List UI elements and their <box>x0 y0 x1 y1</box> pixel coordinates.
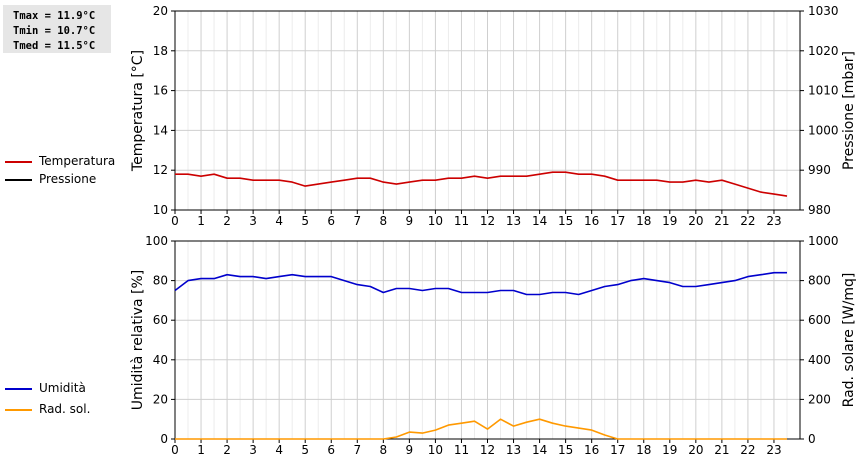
plot-frame <box>174 10 801 211</box>
stat-tmax: Tmax = 11.9°C <box>13 10 96 22</box>
x-tick-label: 19 <box>662 443 677 457</box>
x-tick-label: 22 <box>740 214 755 228</box>
y-axis-label: Umidità relativa [%] <box>130 270 146 411</box>
x-tick-label: 18 <box>636 214 651 228</box>
x-tick-label: 23 <box>766 214 781 228</box>
y-tick-label: 60 <box>153 313 168 327</box>
x-tick-label: 16 <box>584 214 599 228</box>
x-tick-label: 22 <box>740 443 755 457</box>
x-tick-label: 15 <box>558 214 573 228</box>
series-line-rad-sol- <box>175 418 787 440</box>
x-tick-label: 13 <box>506 214 521 228</box>
x-tick-label: 3 <box>249 214 257 228</box>
legend-label: Temperatura <box>39 154 116 168</box>
x-tick-label: 20 <box>688 214 703 228</box>
y-tick-label: 100 <box>145 234 168 248</box>
x-tick-label: 12 <box>480 443 495 457</box>
y-tick-label: 14 <box>153 123 168 137</box>
x-tick-label: 15 <box>558 443 573 457</box>
x-tick-label: 5 <box>301 214 309 228</box>
x-tick-label: 0 <box>171 443 179 457</box>
legend-swatch <box>5 179 32 181</box>
y-tick-label: 20 <box>153 4 168 18</box>
stat-tmed: Tmed = 11.5°C <box>13 40 96 52</box>
y2-tick-label: 1000 <box>808 234 839 248</box>
x-tick-label: 1 <box>197 214 205 228</box>
x-tick-label: 17 <box>610 443 625 457</box>
legend-swatch <box>5 388 32 390</box>
y-tick-label: 20 <box>153 392 168 406</box>
x-tick-label: 21 <box>714 443 729 457</box>
legend-label: Pressione <box>39 172 97 186</box>
y-tick-label: 0 <box>160 432 168 446</box>
x-tick-label: 8 <box>380 214 388 228</box>
y2-tick-label: 990 <box>808 163 831 177</box>
legend-swatch <box>5 409 32 411</box>
x-tick-label: 18 <box>636 443 651 457</box>
series-line-temperatura <box>175 171 788 197</box>
x-tick-label: 7 <box>353 214 361 228</box>
y-tick-label: 80 <box>153 274 168 288</box>
plot-frame <box>174 240 801 440</box>
legend-label: Rad. sol. <box>39 402 91 416</box>
x-tick-label: 14 <box>532 214 547 228</box>
series-line-umidit- <box>174 271 787 296</box>
x-tick-label: 16 <box>584 443 599 457</box>
y-tick-label: 40 <box>153 353 168 367</box>
x-tick-label: 11 <box>454 214 469 228</box>
y2-tick-label: 800 <box>808 274 831 288</box>
y2-tick-label: 400 <box>808 353 831 367</box>
y2-axis-label: Pressione [mbar] <box>841 51 857 170</box>
x-tick-label: 6 <box>327 214 335 228</box>
x-tick-label: 6 <box>327 443 335 457</box>
x-tick-label: 5 <box>301 443 309 457</box>
legend-swatch <box>5 161 32 163</box>
y2-tick-label: 980 <box>808 203 831 217</box>
stats-box: Tmax = 11.9°C Tmin = 10.7°C Tmed = 11.5°… <box>3 5 111 53</box>
x-tick-label: 9 <box>406 443 414 457</box>
y2-tick-label: 200 <box>808 392 831 406</box>
x-tick-label: 0 <box>171 214 179 228</box>
x-tick-label: 10 <box>428 443 443 457</box>
x-tick-label: 19 <box>662 214 677 228</box>
y2-tick-label: 600 <box>808 313 831 327</box>
x-tick-label: 4 <box>275 443 283 457</box>
x-tick-label: 21 <box>714 214 729 228</box>
y2-tick-label: 0 <box>808 432 816 446</box>
x-tick-label: 1 <box>197 443 205 457</box>
chart-panel-2: 0 1 2 3 4 5 6 7 8 9 10 11 12 13 14 15 16 17 18 19 20 21 22 2302… <box>130 234 857 457</box>
y2-tick-label: 1020 <box>808 44 839 58</box>
y2-tick-label: 1010 <box>808 84 839 98</box>
stat-tmin: Tmin = 10.7°C <box>13 25 96 37</box>
y2-tick-label: 1000 <box>808 123 839 137</box>
x-tick-label: 4 <box>275 214 283 228</box>
y-tick-label: 12 <box>153 163 168 177</box>
x-tick-label: 10 <box>428 214 443 228</box>
x-tick-label: 13 <box>506 443 521 457</box>
y2-tick-label: 1030 <box>808 4 839 18</box>
x-tick-label: 14 <box>532 443 547 457</box>
legend-label: Umidità <box>39 381 86 395</box>
chart-panel-1: 0 1 2 3 4 5 6 7 8 9 10 11 12 13 14 15 16 17 18 19 20 21 22 2310… <box>130 4 857 228</box>
y-tick-label: 16 <box>153 84 168 98</box>
y-tick-label: 10 <box>153 203 168 217</box>
x-tick-label: 8 <box>380 443 388 457</box>
x-tick-label: 7 <box>353 443 361 457</box>
x-tick-label: 20 <box>688 443 703 457</box>
y-tick-label: 18 <box>153 44 168 58</box>
x-tick-label: 9 <box>406 214 414 228</box>
x-tick-label: 2 <box>223 214 231 228</box>
y2-axis-label: Rad. solare [W/mq] <box>841 273 857 408</box>
y-axis-label: Temperatura [°C] <box>130 50 146 172</box>
x-tick-label: 11 <box>454 443 469 457</box>
x-tick-label: 2 <box>223 443 231 457</box>
x-tick-label: 17 <box>610 214 625 228</box>
x-tick-label: 12 <box>480 214 495 228</box>
x-tick-label: 23 <box>766 443 781 457</box>
x-tick-label: 3 <box>249 443 257 457</box>
